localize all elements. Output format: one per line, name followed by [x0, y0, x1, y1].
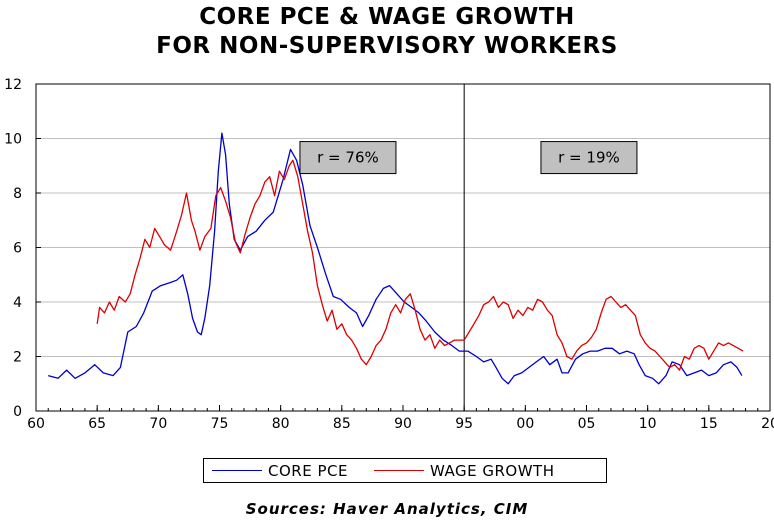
y-tick-label-10: 10	[4, 132, 22, 148]
legend-swatch-wage-growth	[374, 470, 424, 471]
x-tick-label-60: 60	[27, 416, 45, 432]
x-tick-label-75: 75	[211, 416, 229, 432]
legend-label-wage-growth: WAGE GROWTH	[430, 461, 555, 480]
x-tick-label-70: 70	[149, 416, 167, 432]
x-tick-label-15: 15	[700, 416, 718, 432]
legend-label-core-pce: CORE PCE	[268, 461, 348, 480]
series-line-core-pce	[48, 132, 743, 385]
line-chart: 0 2 4 6 8 10 12 60 65 70 75 80 85 90 95 00 05 10 15 20 r = 7…	[4, 77, 774, 432]
annotation-label-2: r = 19%	[558, 149, 620, 167]
y-tick-label-12: 12	[4, 77, 22, 93]
y-tick-label-8: 8	[13, 186, 22, 202]
y-tick-label-6: 6	[13, 241, 22, 257]
annotation-label-1: r = 76%	[317, 149, 379, 167]
x-tick-label-90: 90	[394, 416, 412, 432]
x-tick-label-65: 65	[88, 416, 106, 432]
x-tick-label-05: 05	[578, 416, 596, 432]
x-tick-label-10: 10	[639, 416, 657, 432]
x-tick-label-85: 85	[333, 416, 351, 432]
x-tick-label-80: 80	[272, 416, 290, 432]
series-line-wage-growth	[96, 159, 744, 371]
x-tick-label-20: 20	[761, 416, 774, 432]
y-tick-label-0: 0	[13, 404, 22, 420]
chart-title-line-1: CORE PCE & WAGE GROWTH	[199, 4, 575, 30]
y-tick-label-4: 4	[13, 295, 22, 311]
chart-source: Sources: Haver Analytics, CIM	[245, 500, 529, 518]
annotation-box-2	[540, 141, 638, 175]
legend-item-wage-growth: WAGE GROWTH	[374, 459, 555, 482]
annotation-box-1	[299, 141, 397, 175]
legend-swatch-core-pce	[212, 470, 262, 471]
legend-item-core-pce: CORE PCE	[212, 459, 348, 482]
y-tick-label-2: 2	[13, 350, 22, 366]
x-tick-label-95: 95	[455, 416, 473, 432]
chart-title-line-2: FOR NON-SUPERVISORY WORKERS	[156, 33, 618, 59]
x-tick-label-00: 00	[516, 416, 534, 432]
chart-legend: CORE PCE WAGE GROWTH	[203, 458, 607, 483]
